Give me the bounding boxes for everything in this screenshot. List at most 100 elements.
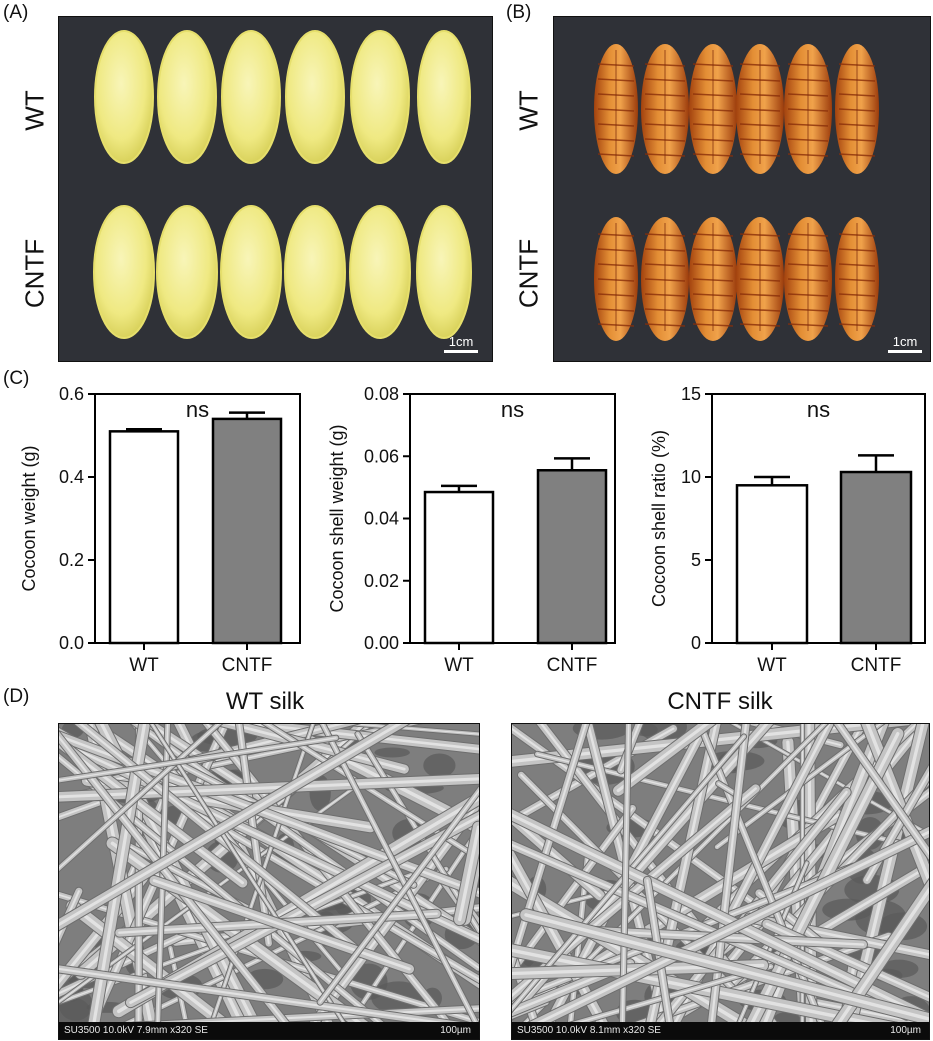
cocoon-cntf-1 [93,205,155,339]
bar-cntf [536,469,608,645]
x-tick-label: WT [129,655,159,676]
silk-fiber [519,908,929,1026]
pupa-cntf-2 [641,217,689,341]
plot-frame [711,393,926,644]
y-tick-label: 0.2 [59,550,84,570]
bar-wt [108,430,180,645]
silk-fiber [205,724,479,755]
pupa-cntf-5 [784,217,832,341]
y-tick-label: 0.4 [59,467,84,487]
pupa-wt-2 [641,44,689,174]
y-tick-label: 10 [681,467,701,487]
y-tick-label: 5 [691,550,701,570]
cocoon-cntf-4 [284,205,346,339]
silk-fiber [59,735,479,945]
y-tick-label: 0.00 [364,633,399,653]
sem-title-cntf: CNTF silk [667,688,773,715]
y-tick-label: 15 [681,384,701,404]
y-tick-label: 0.6 [59,384,84,404]
pupa-wt-1 [594,44,638,174]
pupa-scale-label: 1cm [892,334,918,349]
cocoon-wt-4 [285,30,345,164]
bar-wt [735,484,809,645]
x-tick-label: CNTF [547,655,598,676]
pupa-wt-4 [736,44,784,174]
silk-fiber [59,724,411,932]
silk-fiber [826,877,929,1039]
cocoon-wt-6 [417,30,471,164]
chart-shell-weight: 0.00 0.02 0.04 0.06 0.08 Cocoon shell weight … [327,384,616,676]
bar-cntf [211,417,283,645]
silk-fiber [512,943,921,1039]
bar-wt [423,490,495,645]
silk-fiber [340,822,479,1036]
sem-gap [423,753,456,778]
y-axis-label: Cocoon weight (g) [19,445,39,591]
pupa-wt-6 [835,44,879,174]
sem-info-bar-cntf: SU3500 10.0kV 8.1mm x320 SE 100µm [512,1022,929,1039]
significance-annotation: ns [501,397,524,422]
silk-fiber [59,752,395,1037]
x-tick-label: WT [757,655,787,676]
cocoon-cntf-6 [416,205,472,339]
silk-fiber [611,724,717,797]
sem-scale-wt: 100µm [440,1025,471,1036]
silk-fiber [512,839,912,1021]
pupa-cntf-3 [689,217,737,341]
cocoon-photo: 1cm [58,16,493,362]
silk-fiber [807,997,929,1029]
significance-annotation: ns [186,397,209,422]
x-tick-label: CNTF [222,655,273,676]
panel-b-row-label-wt: WT [513,90,544,131]
pupa-cntf-6 [835,217,879,341]
silk-fiber [512,724,591,977]
pupa-scale-bar: 1cm [888,334,922,353]
sem-info-cntf: SU3500 10.0kV 8.1mm x320 SE [517,1025,661,1036]
silk-fiber [832,724,929,862]
sem-gap [59,997,92,1030]
cocoon-wt-1 [94,30,154,164]
cocoon-wt-3 [221,30,281,164]
silk-fiber [59,724,224,873]
silk-fiber [148,874,416,975]
cocoon-scale-label: 1cm [448,334,474,349]
x-tick-label: WT [444,655,474,676]
pupa-wt-3 [689,44,737,174]
y-axis-label: Cocoon shell weight (g) [327,424,347,612]
significance-annotation: ns [807,397,830,422]
silk-fiber [318,724,479,1035]
pupa-cntf-1 [594,217,638,341]
silk-fiber [316,784,479,1006]
cocoon-cntf-2 [156,205,218,339]
cocoon-illustration [93,30,472,339]
silk-fiber [512,783,761,1003]
silk-fiber [354,730,479,937]
panel-a-row-label-wt: WT [19,90,50,131]
y-tick-label: 0.08 [364,384,399,404]
sem-image-wt: SU3500 10.0kV 7.9mm x320 SE 100µm [58,723,480,1040]
cocoon-cntf-3 [220,205,282,339]
y-tick-label: 0.06 [364,446,399,466]
sem-gap [374,747,410,758]
panel-b-row-label-cntf: CNTF [513,238,544,309]
panel-label-a: (A) [3,2,29,23]
x-tick-label: CNTF [851,655,902,676]
sem-title-wt: WT silk [225,688,305,715]
panel-label-d: (D) [3,686,30,707]
cocoon-wt-2 [157,30,217,164]
y-axis-label: Cocoon shell ratio (%) [649,430,669,607]
y-tick-label: 0.02 [364,571,399,591]
chart-cocoon-weight: 0.0 0.2 0.4 0.6 Cocoon weight (g) WT CNTF ns [19,384,301,676]
y-tick-label: 0 [691,633,701,653]
silk-fiber [148,724,353,1035]
sem-info-wt: SU3500 10.0kV 7.9mm x320 SE [64,1025,208,1036]
bar-cntf [839,470,913,645]
silk-fiber [512,733,748,1014]
sem-fibers-cntf [512,724,929,1039]
plot-frame [94,393,301,644]
silk-fiber [59,729,297,1037]
silk-fiber [512,808,929,1026]
silk-fiber [65,899,242,1039]
panel-label-b: (B) [506,2,532,23]
chart-shell-ratio: 0 5 10 15 Cocoon shell ratio (%) WT CNTF ns [649,384,926,676]
